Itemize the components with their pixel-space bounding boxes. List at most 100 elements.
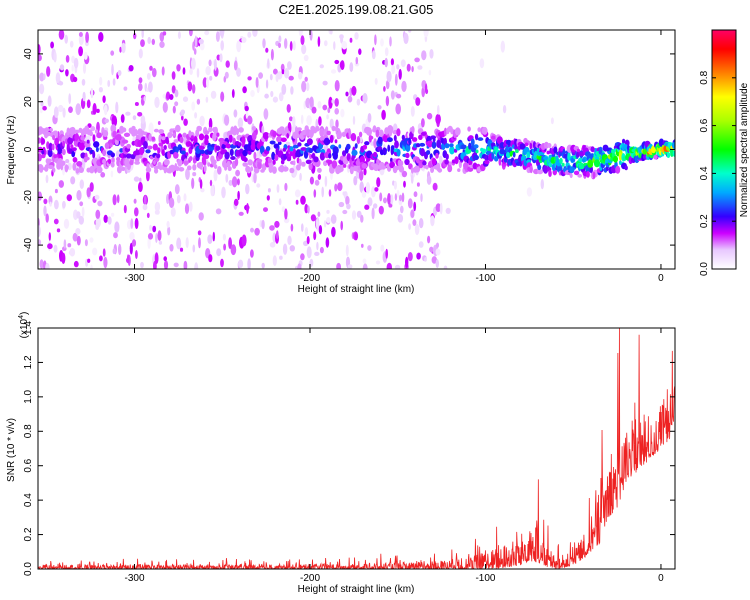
spectrogram-cell-348 xyxy=(193,48,197,55)
spectrogram-cell-1720 xyxy=(481,148,487,154)
spectrogram-cell-1339 xyxy=(281,128,285,136)
spectrogram-cell-1496 xyxy=(362,144,368,150)
spectrogram-cell-78 xyxy=(67,243,72,248)
spectrogram-cell-325 xyxy=(183,193,187,202)
spectrogram-cell-58 xyxy=(59,64,65,71)
spectrogram-cell-693 xyxy=(361,243,364,248)
spectrogram-cell-523 xyxy=(281,206,286,213)
spectrogram-cell-1455 xyxy=(343,163,347,168)
spectrogram-cell-254 xyxy=(148,81,153,93)
spectrogram-cell-395 xyxy=(219,53,223,63)
spectrogram-cell-1429 xyxy=(326,130,331,136)
spectrogram-cell-396 xyxy=(219,30,225,37)
spectrogram-cell-1044 xyxy=(123,132,131,137)
spectrogram-cell-1242 xyxy=(229,148,234,157)
spectrogram-cell-739 xyxy=(380,38,384,47)
spectrogram-cell-2054 xyxy=(622,138,626,144)
spectrogram-cell-557 xyxy=(294,265,299,269)
spectrogram-cell-342 xyxy=(191,57,196,70)
spectrogram-cell-1021 xyxy=(112,130,117,138)
spectrogram-cell-731 xyxy=(376,177,381,188)
spectrogram-cell-1960 xyxy=(581,157,586,163)
spectrogram-cell-1211 xyxy=(213,164,218,170)
spectrogram-cell-1238 xyxy=(227,166,232,172)
spectrogram-cell-751 xyxy=(385,248,389,259)
spectrogram-cell-669 xyxy=(346,203,351,210)
spectrogram-x-tick-label-3: 0 xyxy=(658,273,664,284)
spectrogram-cell-596 xyxy=(313,189,317,198)
spectrogram-cell-527 xyxy=(284,182,288,192)
spectrogram-cell-643 xyxy=(334,98,339,107)
colorbar-ticks: 0.0 0.2 0.4 0.6 0.8 xyxy=(699,70,736,276)
spectrogram-cell-1173 xyxy=(192,158,197,164)
spectrogram-cell-551 xyxy=(292,40,296,51)
spectrogram-cell-176 xyxy=(111,115,118,127)
spectrogram-cell-1195 xyxy=(204,134,209,141)
spectrogram-cell-1309 xyxy=(262,132,269,140)
spectrogram-cell-805 xyxy=(410,209,415,218)
spectrogram-cell-961 xyxy=(80,152,86,159)
spectrogram-cell-1633 xyxy=(435,152,439,159)
spectrogram-cell-413 xyxy=(225,173,229,183)
spectrogram-cell-709 xyxy=(365,119,369,128)
spectrogram-cell-376 xyxy=(208,254,213,263)
spectrogram-cell-40 xyxy=(53,51,57,63)
spectrogram-cell-80 xyxy=(69,40,74,48)
spectrogram-cell-945 xyxy=(72,157,78,163)
spectrogram-cell-1671 xyxy=(457,168,461,173)
spectrogram-x-label: Height of straight line (km) xyxy=(298,284,415,295)
spectrogram-cell-1491 xyxy=(359,156,365,164)
spectrogram-cell-501 xyxy=(269,225,275,231)
spectrogram-cell-613 xyxy=(321,186,325,198)
spectrogram-cell-783 xyxy=(401,170,408,178)
spectrogram-cell-383 xyxy=(210,90,217,99)
spectrogram-cell-1559 xyxy=(396,149,401,157)
spectrogram-cell-841 xyxy=(428,69,432,76)
spectrogram-cell-1272 xyxy=(245,165,251,173)
spectrogram-cell-484 xyxy=(258,72,263,79)
spectrogram-cell-862 xyxy=(439,202,443,215)
spectrogram-cell-1357 xyxy=(289,152,294,156)
spectrogram-cell-1576 xyxy=(405,143,411,152)
spectrogram-cell-293 xyxy=(169,94,174,100)
spectrogram-cell-382 xyxy=(210,185,215,197)
spectrogram-cell-496 xyxy=(267,188,271,193)
spectrogram-cell-82 xyxy=(71,64,74,72)
spectrogram-cell-629 xyxy=(326,209,330,214)
spectrogram-cell-430 xyxy=(236,40,242,53)
spectrogram-cell-1855 xyxy=(537,164,542,171)
spectrogram-cell-793 xyxy=(405,256,409,268)
spectrogram-cell-232 xyxy=(140,39,145,47)
spectrogram-cell-680 xyxy=(351,85,357,96)
spectrogram-cell-1099 xyxy=(154,168,159,174)
spectrogram-cell-1337 xyxy=(279,164,285,173)
spectrogram-cell-323 xyxy=(182,132,187,138)
spectrogram-cell-853 xyxy=(433,184,438,191)
spectrogram-cell-1860 xyxy=(538,151,545,156)
spectrogram-cell-1556 xyxy=(394,165,400,171)
spectrogram-cell-1236 xyxy=(225,143,232,149)
spectrogram-cell-425 xyxy=(233,109,238,118)
snr-x-tick-label-3: 0 xyxy=(658,573,664,584)
spectrogram-cell-711 xyxy=(367,245,372,251)
spectrogram-cell-55 xyxy=(57,104,64,113)
spectrogram-cell-1344 xyxy=(283,166,289,172)
spectrogram-cell-1237 xyxy=(226,160,231,167)
spectrogram-cell-652 xyxy=(336,262,341,269)
spectrogram-cell-822 xyxy=(420,193,423,203)
spectrogram-y-tick-label-1: -20 xyxy=(23,190,34,205)
spectrogram-cell-746 xyxy=(381,109,386,120)
spectrogram-cell-493 xyxy=(265,79,269,89)
spectrogram-cell-722 xyxy=(373,203,378,209)
spectrogram-cell-702 xyxy=(363,168,367,176)
spectrogram-cell-491 xyxy=(263,108,269,120)
colorbar-gradient xyxy=(712,30,736,269)
spectrogram-cell-1729 xyxy=(484,160,490,165)
spectrogram-cell-1035 xyxy=(121,166,126,171)
spectrogram-cell-1269 xyxy=(243,157,248,163)
spectrogram-cell-140 xyxy=(95,209,101,219)
spectrogram-cell-599 xyxy=(316,241,319,251)
spectrogram-cell-849 xyxy=(431,256,437,264)
spectrogram-cell-1156 xyxy=(183,160,189,165)
spectrogram-cell-775 xyxy=(397,214,404,223)
